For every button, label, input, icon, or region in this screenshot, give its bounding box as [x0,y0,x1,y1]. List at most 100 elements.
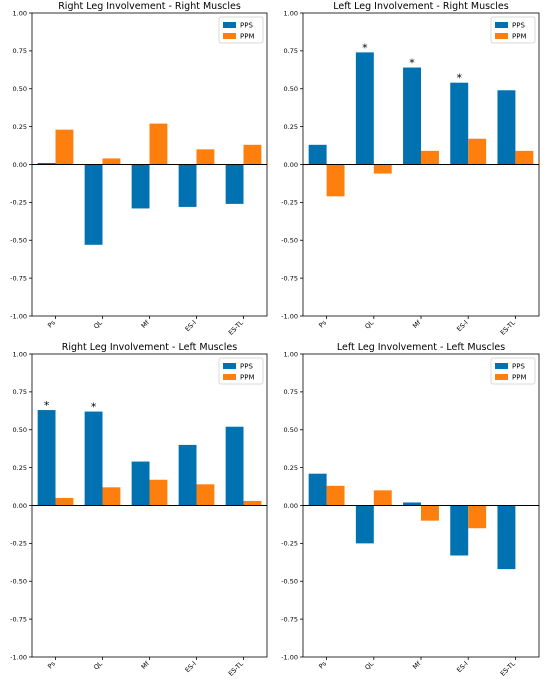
bar-pps-ps [308,144,327,165]
chart-panel-2: Left Leg Involvement - Right Muscles * * * 1… [281,1,540,337]
legend-label-pps: PPS [240,363,253,371]
y-tick-label: -1.00 [281,312,298,320]
x-tick-label: ES-l [183,660,198,675]
y-tick-label: 0.50 [284,85,298,93]
x-tick-label: ES-l [455,660,470,675]
y-tick-label: -1.00 [10,312,27,320]
y-tick-label: 0.25 [13,464,27,472]
legend-swatch-ppm [495,33,508,39]
bar-ppm-ps [55,497,74,506]
x-tick-label: QL [363,318,375,330]
x-tick-label: Ps [46,659,57,670]
x-tick-label: Mf [411,659,423,671]
y-tick-label: -0.75 [281,615,298,623]
legend: PPS PPM [490,357,536,385]
y-tick-label: 0.75 [284,388,298,396]
legend-swatch-ppm [223,374,236,380]
bar-ppm-ps [326,164,345,197]
y-tick-label: 0.75 [13,388,27,396]
x-tick-label: ES-TL [499,318,517,336]
y-tick-label: 1.00 [284,9,298,17]
legend-label-ppm: PPM [240,33,254,41]
x-tick-label: QL [92,659,104,671]
legend-label-ppm: PPM [240,374,254,382]
bar-pps-mf [403,502,421,506]
y-tick-label: -0.75 [281,274,298,282]
chart-panel-4: Left Leg Involvement - Left Muscles 1.00 0… [281,342,540,678]
bar-ppm-ql [102,158,121,165]
bar-pps-mf [131,461,150,506]
chart-panel-1: Right Leg Involvement - Right Muscles 1.0… [10,1,268,337]
y-tick-label: -0.75 [10,274,27,282]
legend-label-ppm: PPM [512,33,526,41]
bar-pps-es-l [178,164,197,207]
legend-swatch-pps [223,363,236,369]
significance-marker: * [44,399,50,412]
bar-ppm-es-tl [515,150,534,165]
legend-swatch-pps [495,363,508,369]
bar-ppm-es-l [468,138,487,165]
bar-pps-es-tl [497,90,516,165]
bar-pps-ql [84,164,103,245]
x-tick-label: Ps [317,318,328,329]
bar-pps-mf [403,67,421,165]
y-tick-label: -0.50 [281,237,298,245]
y-tick-label: 0.25 [284,123,298,131]
x-tick-label: ES-l [183,319,198,334]
bar-pps-ql [84,411,103,506]
bar-ppm-es-l [468,505,487,529]
legend: PPS PPM [218,16,264,44]
bar-ppm-mf [149,479,168,506]
legend-label-pps: PPS [512,22,525,30]
chart-title: Right Leg Involvement - Left Muscles [62,342,237,353]
bar-ppm-es-tl [243,144,262,165]
y-tick-label: -0.25 [281,540,298,548]
x-tick-label: ES-l [455,319,470,334]
x-tick-label: ES-TL [227,318,245,336]
significance-marker: * [409,57,415,70]
x-tick-label: ES-TL [227,659,245,677]
chart-title: Left Leg Involvement - Left Muscles [337,342,505,353]
legend-label-pps: PPS [512,363,525,371]
x-tick-label: Mf [411,318,423,330]
significance-marker: * [456,72,462,85]
y-tick-label: 0.00 [13,161,27,169]
y-tick-label: -0.75 [10,615,27,623]
bar-pps-es-l [450,82,469,165]
bar-pps-es-l [178,444,197,506]
y-tick-label: 0.50 [13,426,27,434]
bar-ppm-mf [421,505,439,521]
y-tick-label: 0.50 [284,426,298,434]
bar-ppm-ql [373,164,392,174]
legend-swatch-pps [495,22,508,28]
legend-label-pps: PPS [240,22,253,30]
x-tick-label: QL [92,318,104,330]
bar-pps-es-l [450,505,469,556]
chart-title: Left Leg Involvement - Right Muscles [333,1,508,12]
legend-swatch-pps [223,22,236,28]
bar-pps-es-tl [225,426,244,506]
x-tick-label: Ps [317,659,328,670]
x-tick-label: ES-TL [499,659,517,677]
x-tick-label: Mf [140,318,152,330]
bar-ppm-es-l [196,149,215,165]
bar-ppm-ps [326,485,345,506]
legend-swatch-ppm [495,374,508,380]
bar-ppm-es-tl [243,500,262,506]
y-tick-label: -1.00 [281,653,298,661]
bar-ppm-ps [55,129,74,165]
x-tick-label: Mf [140,659,152,671]
y-tick-label: -0.25 [10,540,27,548]
y-tick-label: -0.50 [10,578,27,586]
bar-pps-es-tl [497,505,516,570]
y-tick-label: 1.00 [284,350,298,358]
y-tick-label: 0.00 [284,502,298,510]
y-tick-label: 0.75 [13,47,27,55]
y-tick-label: -0.50 [10,237,27,245]
bar-ppm-mf [421,150,439,165]
bar-ppm-es-l [196,484,215,506]
bar-pps-ql [355,505,374,544]
bar-ppm-ql [102,487,121,506]
y-tick-label: -0.25 [10,199,27,207]
